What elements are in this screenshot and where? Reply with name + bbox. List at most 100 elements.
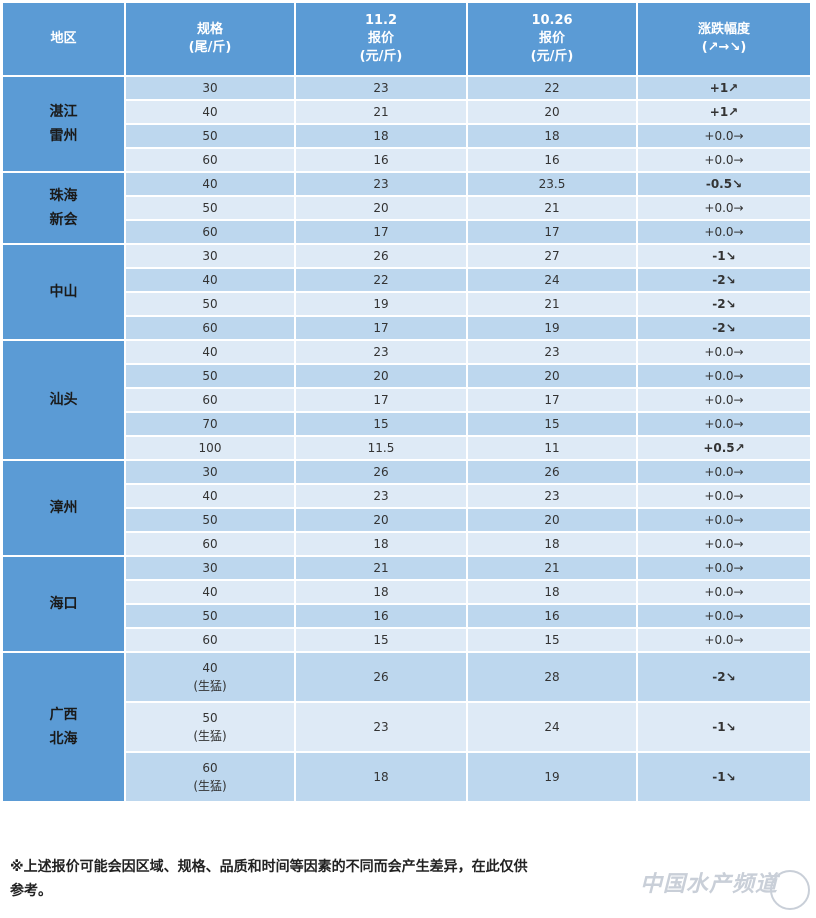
table-body: 湛江 雷州 30 23 22 +1↗ 40 21 20 +1↗ 50 18 18 +0.0→ 60 16 16 +…: [1, 75, 812, 803]
region-cell: 海口: [1, 555, 126, 653]
spec-cell: 60: [124, 315, 296, 341]
spec-cell: 100: [124, 435, 296, 461]
change-cell: -1↘: [636, 701, 812, 753]
change-cell: -1↘: [636, 243, 812, 269]
price-old-cell: 19: [466, 751, 638, 803]
change-cell: +0.0→: [636, 507, 812, 533]
price-old-cell: 21: [466, 195, 638, 221]
change-cell: +0.0→: [636, 483, 812, 509]
table-row: 60 15 15 +0.0→: [2, 627, 812, 653]
price-new-cell: 20: [294, 507, 468, 533]
price-new-cell: 19: [294, 291, 468, 317]
price-old-cell: 22: [466, 75, 638, 101]
price-new-cell: 18: [294, 579, 468, 605]
price-old-cell: 21: [466, 291, 638, 317]
spec-cell: 40: [124, 579, 296, 605]
table-row: 70 15 15 +0.0→: [2, 411, 812, 437]
price-new-cell: 17: [294, 315, 468, 341]
spec-cell: 40: [124, 171, 296, 197]
change-cell: +0.0→: [636, 123, 812, 149]
change-cell: +0.0→: [636, 339, 812, 365]
spec-cell: 50: [124, 123, 296, 149]
change-cell: +0.0→: [636, 555, 812, 581]
price-new-cell: 11.5: [294, 435, 468, 461]
price-old-cell: 23: [466, 483, 638, 509]
price-new-cell: 18: [294, 751, 468, 803]
header-price-new: 11.2 报价 (元/斤): [294, 1, 468, 77]
table-row: 60 17 17 +0.0→: [2, 387, 812, 413]
region-cell: 珠海 新会: [1, 171, 126, 245]
change-cell: +0.0→: [636, 459, 812, 485]
price-new-cell: 26: [294, 651, 468, 703]
change-cell: +0.0→: [636, 147, 812, 173]
region-cell: 中山: [1, 243, 126, 341]
price-old-cell: 17: [466, 219, 638, 245]
change-cell: +1↗: [636, 75, 812, 101]
price-old-cell: 24: [466, 267, 638, 293]
price-new-cell: 18: [294, 531, 468, 557]
price-new-cell: 23: [294, 701, 468, 753]
footnote: ※上述报价可能会因区域、规格、品质和时间等因素的不同而会产生差异，在此仅供 参考。: [10, 859, 528, 899]
spec-cell: 30: [124, 459, 296, 485]
price-new-cell: 22: [294, 267, 468, 293]
table-row: 汕头 40 23 23 +0.0→: [1, 339, 812, 461]
spec-cell: 40: [124, 339, 296, 365]
spec-cell: 50 (生猛): [124, 701, 296, 753]
spec-cell: 30: [124, 555, 296, 581]
price-new-cell: 16: [294, 147, 468, 173]
spec-cell: 50: [124, 195, 296, 221]
change-cell: +0.0→: [636, 219, 812, 245]
price-old-cell: 20: [466, 507, 638, 533]
change-cell: +0.5↗: [636, 435, 812, 461]
change-cell: +0.0→: [636, 531, 812, 557]
change-cell: +0.0→: [636, 411, 812, 437]
price-old-cell: 15: [466, 411, 638, 437]
table-row: 40 18 18 +0.0→: [2, 579, 812, 605]
table-row: 40 21 20 +1↗: [2, 99, 812, 125]
header-price-old: 10.26 报价 (元/斤): [466, 1, 638, 77]
spec-cell: 60: [124, 147, 296, 173]
price-new-cell: 23: [294, 483, 468, 509]
price-new-cell: 15: [294, 627, 468, 653]
price-old-cell: 17: [466, 387, 638, 413]
spec-cell: 50: [124, 507, 296, 533]
price-new-cell: 21: [294, 555, 468, 581]
price-old-cell: 19: [466, 315, 638, 341]
change-cell: +0.0→: [636, 363, 812, 389]
table-row: 漳州 30 26 26 +0.0→: [1, 459, 812, 557]
table-row: 60 17 19 -2↘: [2, 315, 812, 341]
change-cell: +0.0→: [636, 579, 812, 605]
region-cell: 湛江 雷州: [1, 75, 126, 173]
table-row: 60 17 17 +0.0→: [2, 219, 812, 245]
price-old-cell: 21: [466, 555, 638, 581]
spec-cell: 30: [124, 75, 296, 101]
price-old-cell: 16: [466, 603, 638, 629]
change-cell: +0.0→: [636, 627, 812, 653]
table-row: 50 18 18 +0.0→: [2, 123, 812, 149]
spec-cell: 40: [124, 99, 296, 125]
price-old-cell: 23.5: [466, 171, 638, 197]
price-old-cell: 20: [466, 363, 638, 389]
price-old-cell: 16: [466, 147, 638, 173]
spec-cell: 50: [124, 603, 296, 629]
header-spec: 规格 (尾/斤): [124, 1, 296, 77]
globe-icon: [770, 870, 810, 910]
table-row: 广西 北海 40 (生猛) 26 28 -2↘: [1, 651, 812, 803]
price-old-cell: 27: [466, 243, 638, 269]
price-old-cell: 23: [466, 339, 638, 365]
price-new-cell: 17: [294, 219, 468, 245]
spec-cell: 60 (生猛): [124, 751, 296, 803]
price-old-cell: 15: [466, 627, 638, 653]
table-row: 湛江 雷州 30 23 22 +1↗: [1, 75, 812, 173]
spec-cell: 60: [124, 627, 296, 653]
spec-cell: 60: [124, 531, 296, 557]
price-old-cell: 18: [466, 123, 638, 149]
price-new-cell: 23: [294, 171, 468, 197]
table-row: 60 (生猛) 18 19 -1↘: [2, 751, 812, 803]
change-cell: -2↘: [636, 651, 812, 703]
table-row: 60 18 18 +0.0→: [2, 531, 812, 557]
table-row: 50 (生猛) 23 24 -1↘: [2, 701, 812, 753]
spec-cell: 60: [124, 387, 296, 413]
table-row: 50 16 16 +0.0→: [2, 603, 812, 629]
price-new-cell: 23: [294, 339, 468, 365]
